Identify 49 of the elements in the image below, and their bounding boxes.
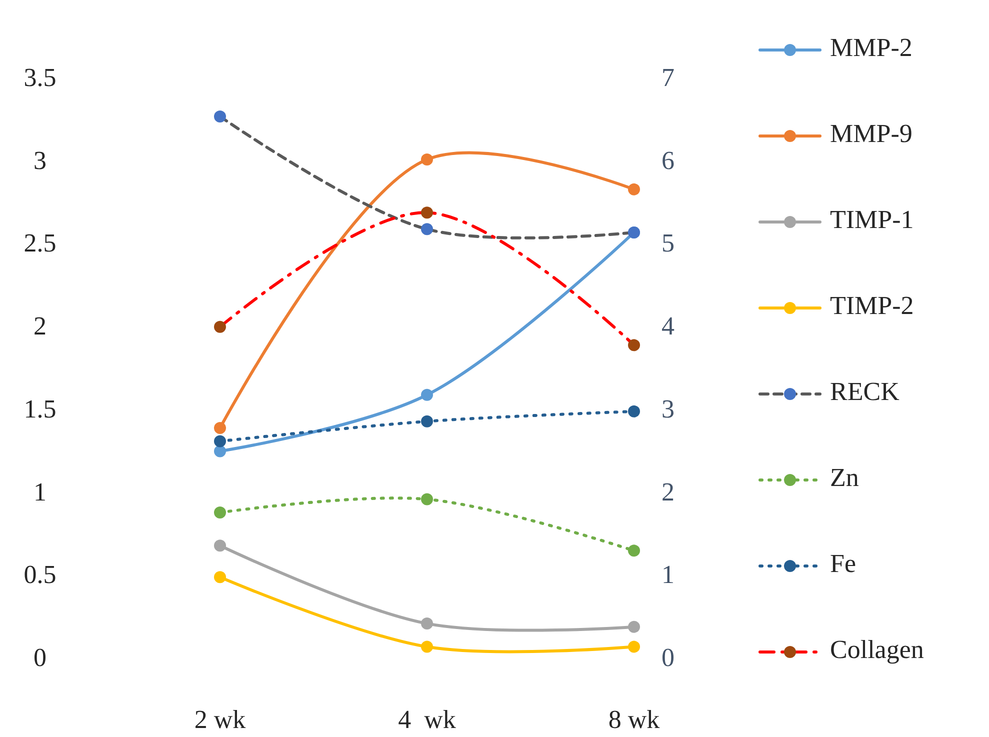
legend-label: Fe <box>830 548 856 578</box>
point <box>628 405 640 418</box>
point <box>421 154 433 166</box>
point <box>628 183 640 196</box>
y2-tick-label: 6 <box>662 146 674 175</box>
legend-label: MMP-2 <box>830 32 912 62</box>
point <box>421 206 433 219</box>
point <box>214 571 226 584</box>
y2-tick-label: 2 <box>662 477 674 506</box>
y2-tick-label: 3 <box>662 394 674 424</box>
point <box>214 445 226 458</box>
point <box>214 540 226 552</box>
y2-tick-label: 4 <box>662 312 674 341</box>
point <box>421 640 433 653</box>
x-tick-label: 4 wk <box>398 704 456 734</box>
x-tick-label: 2 wk <box>194 704 246 734</box>
legend-label: RECK <box>830 376 900 406</box>
point <box>214 435 226 448</box>
point <box>421 493 433 506</box>
point <box>628 620 640 633</box>
y2-tick-label: 0 <box>662 642 674 672</box>
point <box>214 320 226 333</box>
point <box>421 223 433 236</box>
y-tick-label: 3 <box>34 146 46 175</box>
y-tick-label: 3.5 <box>24 62 56 92</box>
point <box>628 339 640 352</box>
y2-tick-label: 5 <box>662 228 674 258</box>
point <box>214 422 226 434</box>
point <box>628 544 640 557</box>
y-tick-label: 1.5 <box>24 394 56 424</box>
y-tick-label: 2 <box>34 312 46 341</box>
x-tick-label: 8 wk <box>608 704 660 734</box>
y-tick-label: 2.5 <box>24 228 56 258</box>
y-tick-label: 0.5 <box>24 560 56 590</box>
y-tick-label: 1 <box>34 477 46 506</box>
legend-label: TIMP-1 <box>830 204 914 234</box>
legend-label: Collagen <box>830 634 924 664</box>
point <box>628 640 640 653</box>
y-tick-label: 0 <box>34 642 46 672</box>
y2-tick-label: 7 <box>662 62 674 92</box>
point <box>214 506 226 519</box>
point <box>421 415 433 428</box>
point <box>421 388 433 401</box>
legend-label: MMP-9 <box>830 118 912 148</box>
y2-tick-label: 1 <box>662 560 674 590</box>
legend-label: TIMP-2 <box>830 290 914 320</box>
point <box>214 110 226 122</box>
legend-label: Zn <box>830 462 859 492</box>
point <box>421 618 433 630</box>
